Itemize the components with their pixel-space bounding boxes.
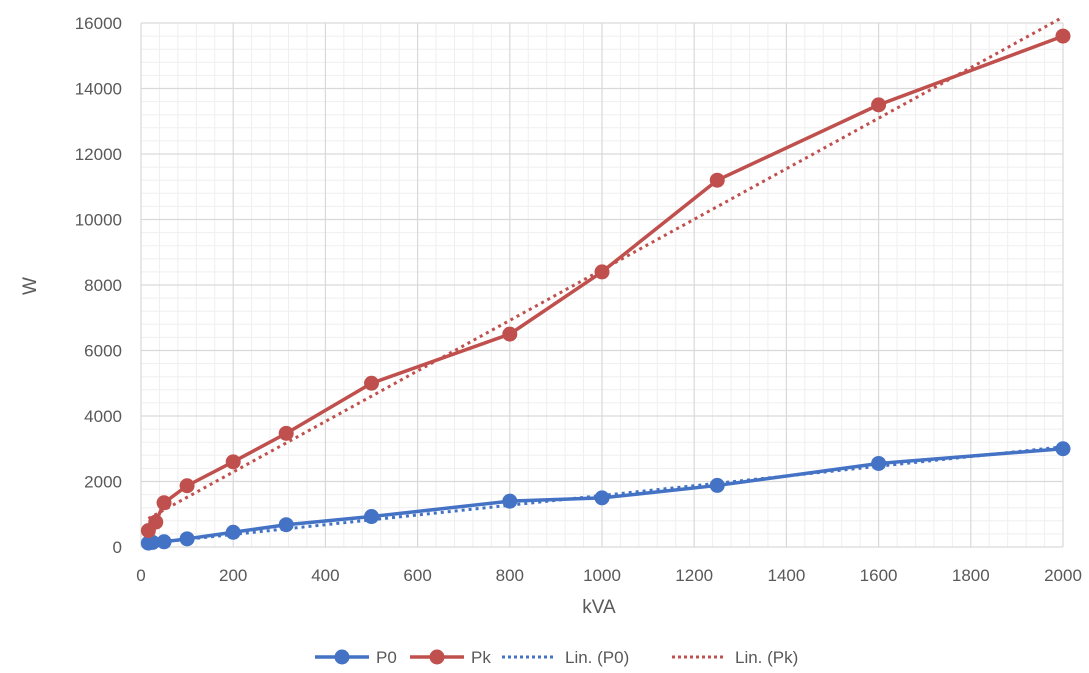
y-tick-label: 6000: [84, 342, 122, 361]
data-point-pk: [148, 514, 164, 530]
data-point-p0: [364, 509, 379, 525]
x-tick-label: 600: [403, 566, 431, 585]
data-point-pk: [502, 326, 518, 342]
data-point-p0: [709, 477, 725, 493]
data-point-pk: [278, 425, 294, 441]
data-point-p0: [145, 534, 161, 550]
y-tick-label: 10000: [75, 211, 122, 230]
data-point-p0: [871, 455, 887, 471]
data-point-p0: [1055, 441, 1071, 457]
data-point-pk: [594, 264, 610, 280]
legend-item-lin-pk: Lin. (Pk): [672, 648, 798, 667]
y-tick-label: 12000: [75, 145, 122, 164]
x-tick-labels: 0 200 400 600 800 1000 1200 1400 1600 1800 2000: [136, 566, 1082, 585]
y-tick-label: 4000: [84, 407, 122, 426]
data-point-p0: [225, 524, 241, 540]
series-markers: [140, 28, 1071, 551]
major-gridlines: [140, 22, 1064, 548]
legend-label-lin-p0: Lin. (P0): [565, 648, 629, 667]
x-tick-label: 1000: [583, 566, 621, 585]
data-point-p0: [278, 517, 294, 533]
y-axis-title: W: [20, 277, 41, 295]
data-point-pk: [225, 454, 241, 470]
x-tick-label: 800: [496, 566, 524, 585]
legend-item-p0: P0: [315, 648, 397, 667]
y-tick-label: 14000: [75, 80, 122, 99]
data-point-p0: [179, 531, 195, 547]
y-tick-labels: 0 2000 4000 6000 8000 10000 12000 14000 16000: [75, 14, 122, 557]
data-point-pk: [364, 375, 379, 391]
data-point-pk: [709, 172, 725, 188]
x-tick-label: 0: [136, 566, 145, 585]
y-tick-label: 2000: [84, 473, 122, 492]
legend-item-pk: Pk: [410, 648, 491, 667]
legend: P0 Pk Lin. (P0) Lin. (Pk): [315, 648, 798, 667]
data-point-p0: [502, 493, 518, 509]
y-tick-label: 8000: [84, 276, 122, 295]
legend-marker-pk: [429, 649, 445, 665]
data-point-p0: [156, 534, 172, 550]
data-point-pk: [156, 495, 172, 511]
x-tick-label: 200: [219, 566, 247, 585]
legend-label-lin-pk: Lin. (Pk): [735, 648, 798, 667]
y-tick-label: 0: [113, 538, 122, 557]
x-axis-title: kVA: [582, 597, 616, 618]
trendline-lin-pk: [147, 15, 1064, 520]
data-point-p0: [594, 490, 610, 506]
legend-label-pk: Pk: [471, 648, 491, 667]
data-point-pk: [871, 97, 887, 113]
legend-marker-p0: [334, 649, 350, 665]
series-lines: [147, 34, 1064, 545]
x-tick-label: 1800: [952, 566, 990, 585]
data-point-pk: [1055, 28, 1071, 44]
x-tick-label: 1400: [767, 566, 805, 585]
legend-label-p0: P0: [376, 648, 397, 667]
y-tick-label: 16000: [75, 14, 122, 33]
x-tick-label: 1200: [675, 566, 713, 585]
legend-item-lin-p0: Lin. (P0): [502, 648, 629, 667]
x-tick-label: 400: [311, 566, 339, 585]
x-tick-label: 2000: [1044, 566, 1082, 585]
x-tick-label: 1600: [860, 566, 898, 585]
series-line-pk: [147, 34, 1064, 532]
data-point-pk: [179, 478, 195, 494]
trendlines: [147, 15, 1064, 545]
